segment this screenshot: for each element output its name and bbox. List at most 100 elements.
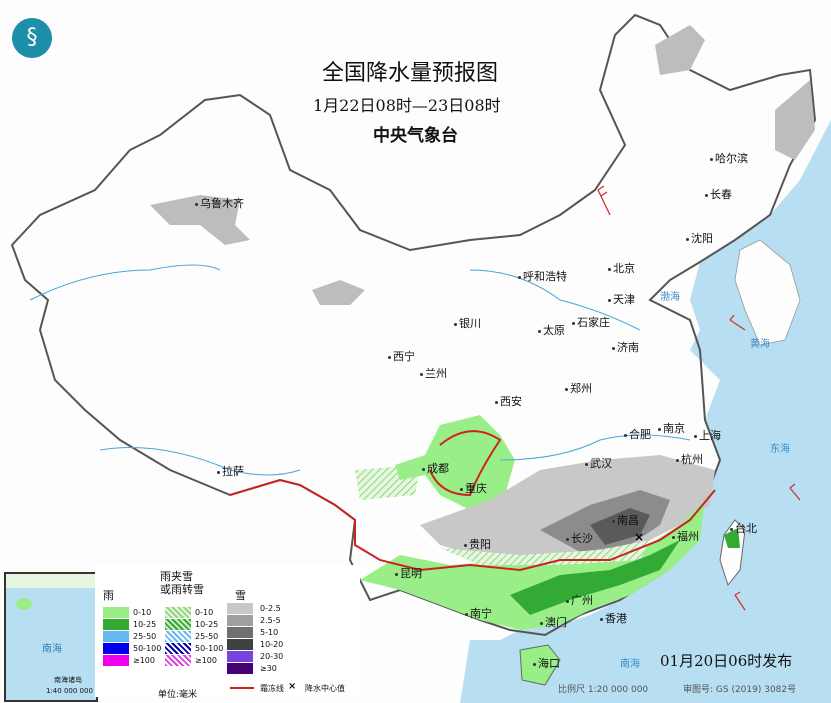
- city-label: 香港: [600, 610, 627, 626]
- legend-rain-label: 10-25: [133, 620, 157, 629]
- forecast-period: 1月22日08时—23日08时: [313, 96, 501, 115]
- legend-rain-swatch: [103, 619, 129, 630]
- legend-center-label: 降水中心值: [305, 684, 345, 693]
- map-approval-no: 审图号: GS (2019) 3082号: [683, 685, 797, 695]
- legend-mix-swatch: [165, 631, 191, 642]
- precip-center-mark: ×: [634, 530, 644, 544]
- legend-rain-swatch: [103, 607, 129, 618]
- city-label: 天津: [608, 291, 635, 307]
- snow-area-qinghai: [312, 280, 365, 305]
- inset-sea-label: 南海: [42, 644, 62, 655]
- legend-mix-swatch: [165, 607, 191, 618]
- legend-mix-title: 雨夹雪 或雨转雪: [160, 570, 204, 596]
- legend-mix-label: 50-100: [195, 644, 224, 653]
- sea-label: 南海: [620, 659, 640, 670]
- legend: 雨 雨夹雪 或雨转雪 雪 0-10 0-10 10-25 10-25 25-50 25-5…: [95, 565, 360, 700]
- legend-rain-label: 25-50: [133, 632, 157, 641]
- legend-rain-swatch: [103, 631, 129, 642]
- legend-unit: 单位:毫米: [158, 690, 198, 700]
- city-label: 福州: [672, 528, 699, 544]
- cma-logo: §: [12, 18, 52, 58]
- rain-area-sichuan: [395, 415, 515, 510]
- city-label: 北京: [608, 260, 635, 276]
- city-label: 长春: [705, 186, 732, 202]
- inset-scale: 1:40 000 000: [46, 687, 93, 695]
- snow-area-far-east: [775, 80, 815, 160]
- legend-snow-swatch: [227, 627, 253, 638]
- frost-line-swatch: [230, 687, 254, 689]
- mixed-area-guizhou: [440, 540, 650, 565]
- legend-mix-swatch: [165, 655, 191, 666]
- city-label: 兰州: [420, 365, 447, 381]
- city-label: 昆明: [395, 565, 422, 581]
- sea-label: 渤海: [660, 292, 680, 303]
- map-scale: 比例尺 1:20 000 000: [558, 685, 649, 695]
- legend-snow-label: 0-2.5: [260, 604, 281, 613]
- legend-snow-swatch: [227, 615, 253, 626]
- city-label: 台北: [730, 520, 757, 536]
- legend-snow-label: ≥30: [260, 664, 277, 673]
- city-label: 拉萨: [217, 463, 244, 479]
- legend-snow-label: 5-10: [260, 628, 279, 637]
- legend-snow-swatch: [227, 663, 253, 674]
- city-label: 澳门: [540, 614, 567, 630]
- legend-snow-swatch: [227, 651, 253, 662]
- city-label: 乌鲁木齐: [195, 195, 244, 211]
- city-label: 武汉: [585, 455, 612, 471]
- south-china-sea-inset: 南海 南海诸岛 1:40 000 000: [4, 572, 98, 702]
- sea-label: 黄海: [750, 339, 770, 350]
- city-label: 长沙: [566, 530, 593, 546]
- city-label: 西安: [495, 393, 522, 409]
- legend-snow-swatch: [227, 639, 253, 650]
- city-label: 重庆: [460, 480, 487, 496]
- city-label: 银川: [454, 315, 481, 331]
- precip-center-icon: ×: [288, 681, 297, 692]
- map-title: 全国降水量预报图: [322, 61, 499, 86]
- release-time: 01月20日06时发布: [660, 652, 793, 670]
- sea-label: 东海: [770, 444, 790, 455]
- legend-rain-label: 0-10: [133, 608, 152, 617]
- city-label: 南昌: [612, 512, 639, 528]
- city-label: 西宁: [388, 348, 415, 364]
- legend-mix-label: ≥100: [195, 656, 217, 665]
- wind-barbs: [597, 185, 801, 611]
- city-label: 贵阳: [464, 536, 491, 552]
- city-label: 太原: [538, 322, 565, 338]
- legend-snow-label: 20-30: [260, 652, 284, 661]
- city-label: 合肥: [624, 426, 651, 442]
- city-label: 呼和浩特: [518, 268, 567, 284]
- legend-snow-label: 2.5-5: [260, 616, 281, 625]
- korea: [734, 239, 801, 346]
- city-label: 杭州: [676, 451, 703, 467]
- legend-snow-swatch: [227, 603, 253, 614]
- legend-rain-title: 雨: [103, 589, 114, 602]
- city-label: 上海: [694, 427, 721, 443]
- legend-rain-swatch: [103, 643, 129, 654]
- legend-mix-swatch: [165, 643, 191, 654]
- legend-mix-swatch: [165, 619, 191, 630]
- legend-mix-label: 0-10: [195, 608, 214, 617]
- city-label: 石家庄: [572, 314, 610, 330]
- city-label: 郑州: [565, 380, 592, 396]
- legend-rain-label: ≥100: [133, 656, 155, 665]
- rain-area-heavy: [510, 540, 680, 615]
- city-label: 南京: [658, 420, 685, 436]
- legend-rain-label: 50-100: [133, 644, 162, 653]
- snow-area-northeast: [655, 25, 705, 75]
- legend-mix-label: 25-50: [195, 632, 219, 641]
- legend-snow-title: 雪: [235, 589, 246, 602]
- legend-mix-label: 10-25: [195, 620, 219, 629]
- legend-snow-label: 10-20: [260, 640, 284, 649]
- city-label: 济南: [612, 339, 639, 355]
- city-label: 成都: [422, 460, 449, 476]
- rivers: [29, 264, 691, 476]
- city-label: 南宁: [465, 605, 492, 621]
- city-label: 哈尔滨: [710, 150, 748, 166]
- issuer: 中央气象台: [373, 126, 458, 146]
- city-label: 沈阳: [686, 230, 713, 246]
- city-label: 广州: [566, 592, 593, 608]
- city-label: 海口: [533, 655, 560, 671]
- legend-line-label: 霜冻线: [260, 684, 284, 693]
